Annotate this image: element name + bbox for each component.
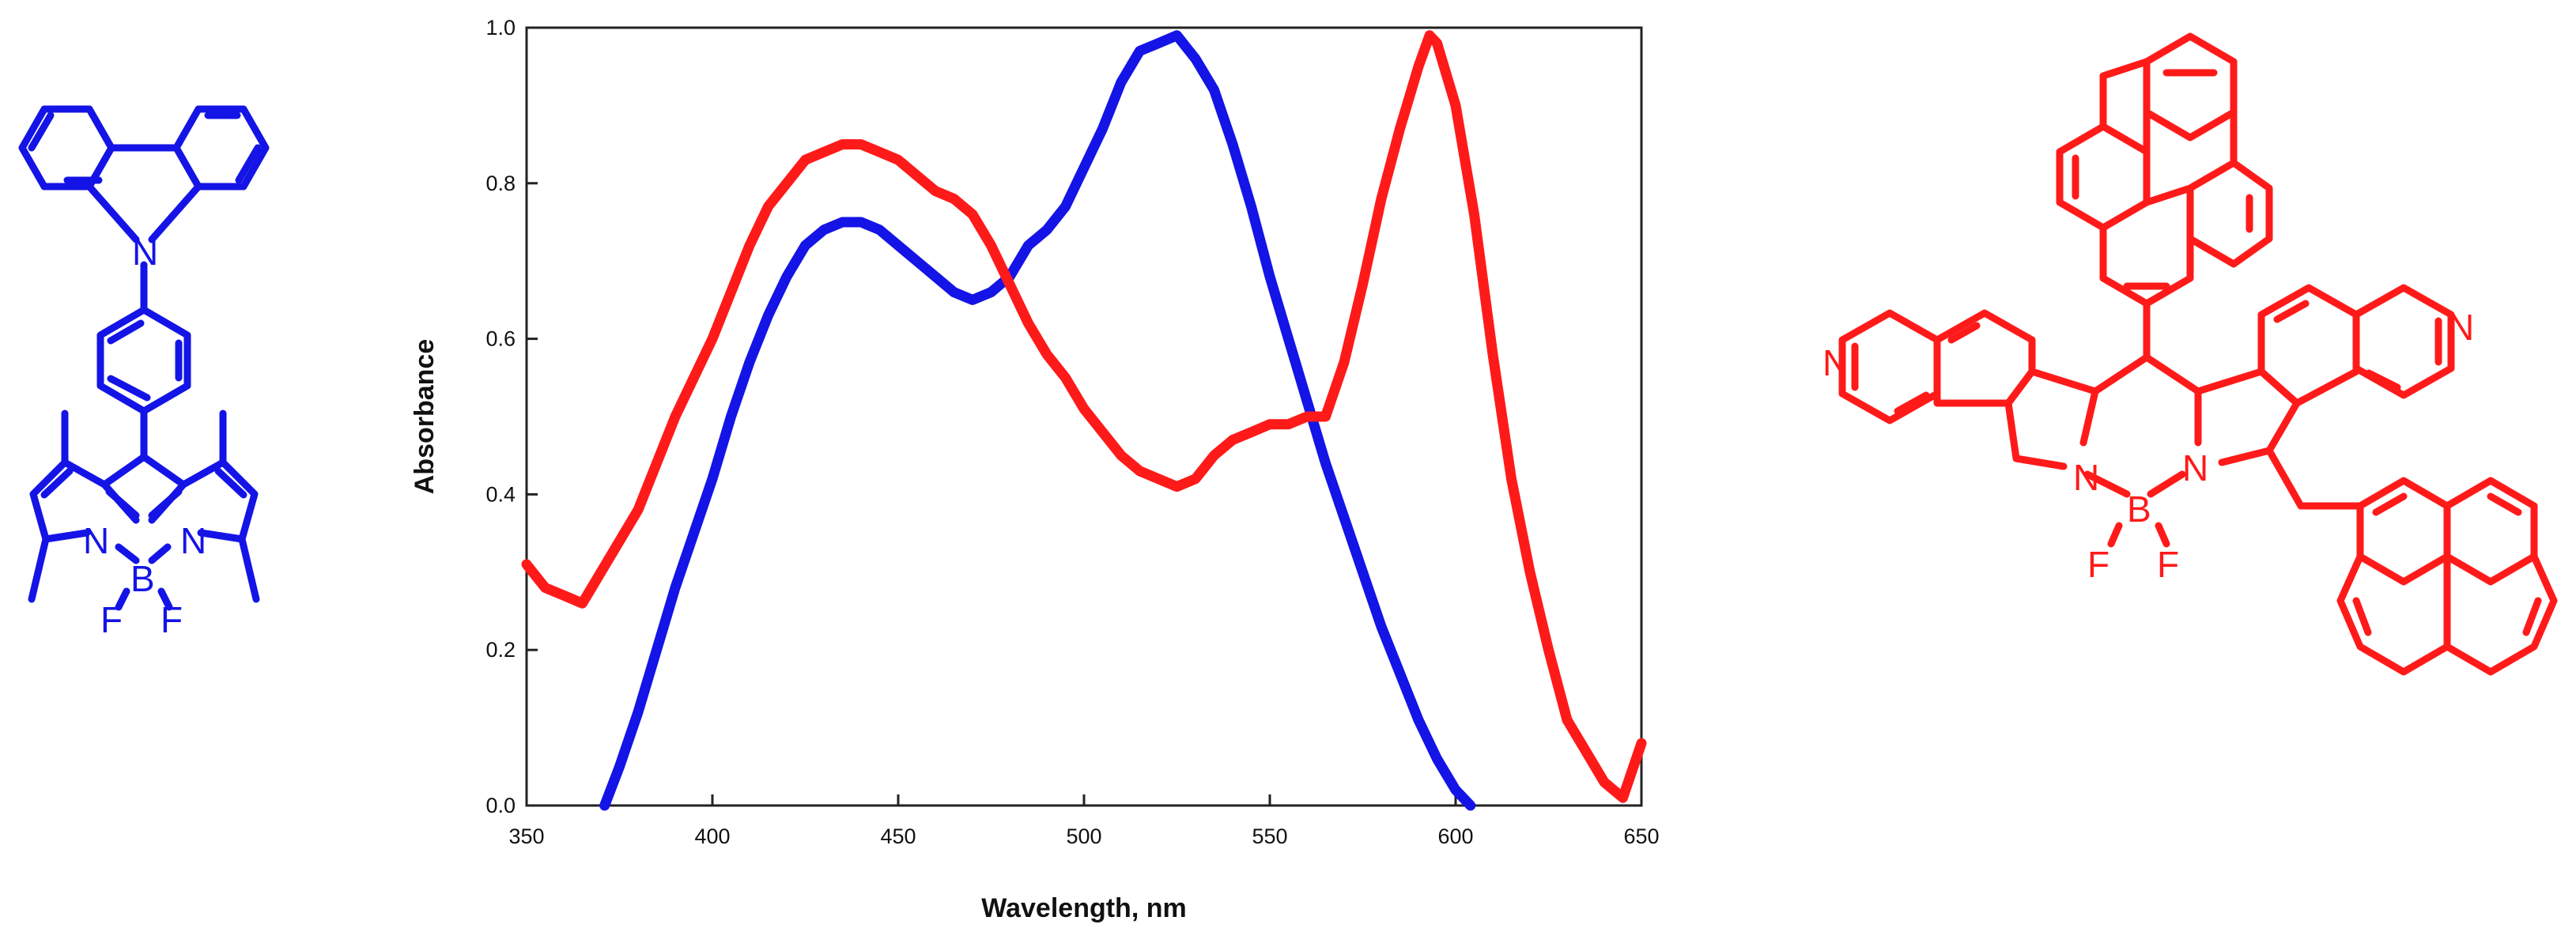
series-line-red: [521, 30, 1647, 803]
y-tick-label: 1.0: [485, 16, 516, 40]
left-molecule-structure: [18, 105, 270, 611]
y-tick-label: 0.4: [485, 482, 516, 506]
atom-label: F: [2157, 544, 2179, 585]
y-axis-ticks: 0.0 0.2 0.4 0.6 0.8 1.0: [485, 16, 538, 817]
x-tick-label: 500: [1066, 824, 1101, 848]
atom-label: N: [132, 232, 158, 273]
y-tick-label: 0.6: [485, 327, 516, 351]
x-tick-label: 650: [1623, 824, 1659, 848]
atom-label: B: [2127, 489, 2151, 530]
y-tick-label: 0.2: [485, 638, 516, 662]
left-isoquinoline-ring-a: [1933, 309, 2036, 407]
right-molecule-atoms: N N B N F F N: [1822, 307, 2474, 585]
bodipy-core: [28, 409, 260, 611]
atom-label: B: [130, 558, 155, 599]
left-iso-inner: [1851, 322, 1981, 415]
absorbance-chart: 0.0 0.2 0.4 0.6 0.8 1.0 350 400 450 500 550 600 650…: [410, 16, 1660, 923]
atom-label: N: [180, 520, 206, 561]
x-tick-label: 400: [694, 824, 730, 848]
atom-label: N: [2073, 457, 2099, 498]
x-axis-title: Wavelength, nm: [981, 893, 1186, 923]
phenylene-inner: [107, 319, 183, 402]
top-pyrene-ring-b: [2143, 32, 2238, 141]
carbazole-inner-bonds: [28, 111, 262, 184]
atom-label: N: [2182, 447, 2208, 489]
x-tick-label: 550: [1252, 824, 1287, 848]
top-pyrene-fused: [2072, 58, 2273, 307]
atom-label: F: [161, 599, 183, 640]
x-tick-label: 600: [1437, 824, 1473, 848]
x-tick-label: 350: [508, 824, 544, 848]
series-line-blue: [599, 30, 1476, 811]
left-molecule-atoms: N N B N F F: [83, 232, 206, 640]
atom-label: F: [100, 599, 123, 640]
bodipy-core-right: [2004, 353, 2301, 548]
atom-label: N: [2448, 307, 2474, 348]
x-axis-ticks: 350 400 450 500 550 600 650: [508, 794, 1660, 848]
y-axis-title: Absorbance: [410, 339, 440, 495]
left-isoquinoline-ring-b: [1838, 309, 1941, 424]
atom-label: N: [1822, 342, 1849, 383]
series-lines: [521, 30, 1647, 811]
atom-label: F: [2087, 544, 2110, 585]
lower-pyrene-fused: [2336, 492, 2558, 676]
y-tick-label: 0.0: [485, 794, 516, 817]
right-iso-inner: [2273, 300, 2442, 391]
carbazole-pyrrole: [85, 144, 202, 243]
carbazole-right-ring: [172, 105, 270, 191]
right-isoquinoline-ring-b: [2352, 284, 2455, 399]
atom-label: N: [83, 520, 109, 561]
ch2-linker: [2265, 447, 2364, 510]
right-molecule-structure: [1838, 32, 2558, 676]
y-tick-label: 0.8: [485, 172, 516, 195]
x-tick-label: 450: [880, 824, 916, 848]
